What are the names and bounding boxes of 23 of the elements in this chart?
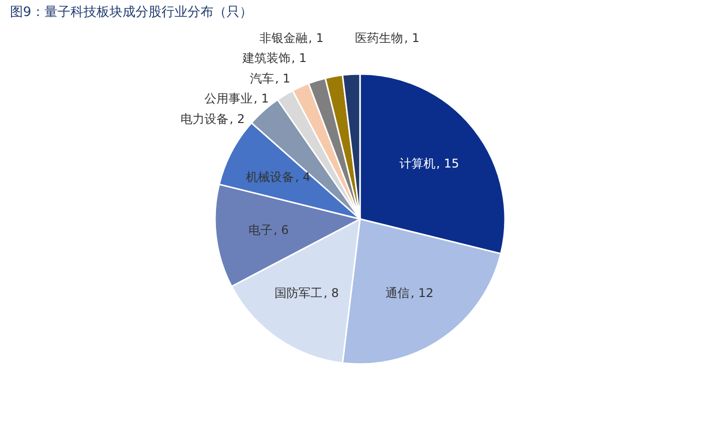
slice-label: 汽车: [250, 71, 274, 86]
slice-label: 建筑装饰: [241, 51, 290, 66]
chart-title: 图9：量子科技板块成分股行业分布（只）: [10, 5, 252, 20]
data-label: , 12: [410, 286, 434, 300]
data-label: , 1: [274, 71, 290, 86]
slice-label: 国防军工: [274, 286, 323, 300]
slice-label: 电力设备: [180, 112, 229, 126]
slice-label: 医药生物: [355, 30, 404, 45]
slice-label: 计算机: [399, 156, 436, 171]
slice-label: 机械设备: [246, 170, 294, 184]
slice-label: 非银金融: [259, 30, 308, 45]
data-label: , 1: [308, 30, 324, 45]
data-label: , 15: [436, 156, 460, 171]
data-label: , 1: [291, 51, 307, 66]
slice-label: 通信: [386, 286, 410, 300]
data-label: , 6: [274, 222, 289, 237]
data-label: , 1: [254, 92, 269, 106]
slice-label: 电子: [248, 222, 273, 237]
data-label: , 2: [230, 112, 245, 126]
data-label: , 1: [404, 30, 420, 45]
slice-label: 公用事业: [204, 92, 253, 106]
data-label: , 4: [295, 170, 310, 184]
data-label: , 8: [324, 286, 339, 300]
